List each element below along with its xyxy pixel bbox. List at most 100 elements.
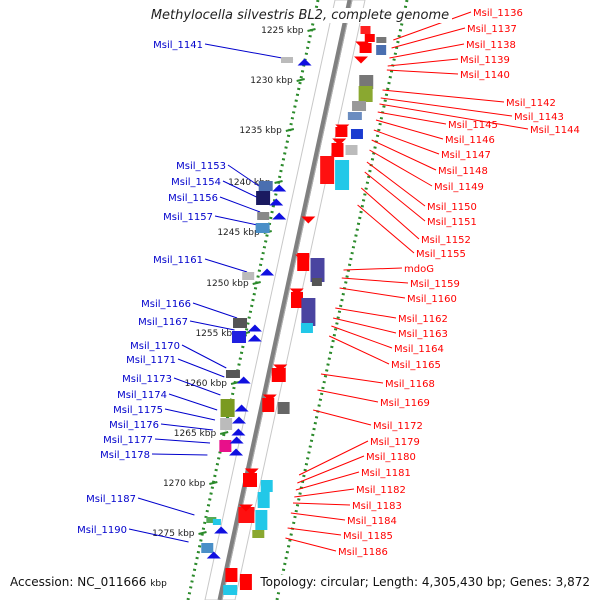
forward-gene-label[interactable]: Msil_1161 — [153, 255, 203, 266]
reverse-gene-feature — [352, 101, 367, 111]
reverse-gene-label[interactable]: Msil_1144 — [530, 125, 580, 136]
forward-gene-connector — [128, 528, 189, 543]
reverse-gene-arrow — [295, 254, 310, 262]
tick-label: 1260 kbp — [185, 379, 228, 389]
reverse-gene-connector — [317, 389, 379, 403]
reverse-gene-label[interactable]: Msil_1168 — [385, 379, 435, 390]
reverse-gene-feature — [271, 368, 286, 382]
tick-mark — [307, 28, 316, 32]
reverse-gene-label[interactable]: Msil_1164 — [394, 344, 444, 355]
forward-gene-label[interactable]: Msil_1166 — [141, 299, 191, 310]
reverse-gene-connector — [386, 69, 459, 75]
forward-gene-label[interactable]: Msil_1175 — [113, 405, 163, 416]
forward-gene-arrow — [247, 324, 262, 332]
forward-gene-label[interactable]: Msil_1141 — [153, 40, 203, 51]
reverse-gene-label[interactable]: Msil_1184 — [347, 516, 397, 527]
forward-gene-arrow — [247, 334, 262, 342]
reverse-gene-label[interactable]: Msil_1165 — [391, 360, 441, 371]
reverse-gene-label[interactable]: Msil_1145 — [448, 120, 498, 131]
reverse-gene-feature — [223, 585, 238, 595]
reverse-gene-connector — [380, 97, 513, 117]
tick-mark — [230, 381, 240, 385]
reverse-gene-connector — [287, 527, 342, 536]
reverse-gene-label[interactable]: Msil_1138 — [466, 40, 516, 51]
reverse-gene-label[interactable]: Msil_1181 — [361, 468, 411, 479]
reverse-gene-label[interactable]: Msil_1150 — [427, 202, 477, 213]
forward-gene-label[interactable]: Msil_1173 — [122, 374, 172, 385]
reverse-gene-label[interactable]: Msil_1159 — [410, 279, 460, 290]
reverse-gene-connector — [387, 58, 459, 67]
reverse-gene-connector — [382, 89, 505, 103]
reverse-gene-connector — [285, 537, 337, 552]
tick-mark — [274, 180, 283, 184]
reverse-gene-feature — [243, 473, 257, 487]
reverse-gene-label[interactable]: Msil_1147 — [441, 150, 491, 161]
tick-label: 1265 kbp — [174, 429, 217, 439]
forward-gene-arrow — [236, 376, 251, 384]
forward-gene-label[interactable]: Msil_1190 — [77, 525, 127, 536]
forward-gene-label[interactable]: Msil_1178 — [100, 450, 150, 461]
reverse-gene-label[interactable]: Msil_1163 — [398, 329, 448, 340]
forward-gene-arrow — [297, 58, 312, 66]
reverse-gene-label[interactable]: Msil_1139 — [460, 55, 510, 66]
reverse-gene-label[interactable]: Msil_1155 — [416, 249, 466, 260]
forward-gene-label[interactable]: Msil_1187 — [86, 494, 136, 505]
forward-gene-label[interactable]: Msil_1153 — [176, 161, 226, 172]
reverse-gene-arrow — [335, 124, 350, 132]
reverse-gene-feature — [225, 568, 238, 582]
reverse-gene-label[interactable]: Msil_1180 — [366, 452, 416, 463]
forward-gene-arrow — [229, 448, 244, 456]
reverse-gene-connector — [295, 471, 360, 491]
tick-label: 1235 kbp — [239, 126, 282, 136]
forward-gene-label[interactable]: Msil_1176 — [109, 420, 159, 431]
reverse-gene-label[interactable]: Msil_1179 — [370, 437, 420, 448]
reverse-gene-feature — [359, 43, 372, 53]
reverse-gene-connector — [360, 187, 420, 240]
reverse-gene-label[interactable]: Msil_1183 — [352, 501, 402, 512]
reverse-gene-label[interactable]: Msil_1142 — [506, 98, 556, 109]
backbone-highlight — [221, 0, 353, 600]
forward-gene-feature — [219, 440, 232, 452]
reverse-gene-feature — [345, 145, 358, 155]
forward-gene-label[interactable]: Msil_1156 — [168, 193, 218, 204]
forward-gene-label[interactable]: Msil_1157 — [163, 212, 213, 223]
forward-gene-feature — [231, 331, 246, 343]
reverse-gene-label[interactable]: Msil_1149 — [434, 182, 484, 193]
reverse-gene-label[interactable]: Msil_1151 — [427, 217, 477, 228]
reverse-gene-label[interactable]: Msil_1136 — [473, 8, 523, 19]
reverse-gene-label[interactable]: Msil_1146 — [445, 135, 495, 146]
reverse-gene-arrow — [332, 138, 347, 146]
forward-gene-arrow — [231, 428, 246, 436]
forward-gene-label[interactable]: Msil_1154 — [171, 177, 221, 188]
reverse-gene-label[interactable]: Msil_1140 — [460, 70, 510, 81]
forward-gene-label[interactable]: Msil_1177 — [103, 435, 153, 446]
reverse-gene-feature — [335, 160, 350, 190]
reverse-gene-feature — [358, 86, 373, 102]
reverse-gene-label[interactable]: Msil_1160 — [407, 294, 457, 305]
reverse-gene-feature — [364, 34, 375, 42]
reverse-gene-label[interactable]: Msil_1182 — [356, 485, 406, 496]
forward-gene-label[interactable]: Msil_1167 — [138, 317, 188, 328]
forward-gene-label[interactable]: Msil_1170 — [130, 341, 180, 352]
tick-label: 1255 kbp — [195, 329, 238, 339]
forward-gene-arrow — [229, 436, 244, 444]
reverse-gene-label[interactable]: Msil_1172 — [373, 421, 423, 432]
reverse-gene-label[interactable]: Msil_1162 — [398, 314, 448, 325]
reverse-gene-label[interactable]: Msil_1169 — [380, 398, 430, 409]
forward-gene-feature — [281, 57, 293, 63]
reverse-gene-label[interactable]: Msil_1137 — [467, 24, 517, 35]
reverse-gene-label[interactable]: Msil_1143 — [514, 112, 564, 123]
reverse-gene-connector — [294, 488, 355, 498]
forward-gene-connector — [168, 393, 218, 411]
tick-mark — [285, 128, 295, 132]
forward-gene-label[interactable]: Msil_1174 — [117, 390, 167, 401]
forward-gene-connector — [181, 344, 227, 369]
forward-gene-label[interactable]: Msil_1171 — [126, 355, 176, 366]
reverse-gene-feature — [255, 510, 268, 530]
reverse-gene-label[interactable]: Msil_1186 — [338, 547, 388, 558]
reverse-gene-label[interactable]: Msil_1185 — [343, 531, 393, 542]
reverse-gene-label[interactable]: Msil_1148 — [438, 166, 488, 177]
reverse-gene-feature — [277, 402, 290, 414]
reverse-gene-label[interactable]: mdoG — [404, 264, 434, 275]
reverse-gene-label[interactable]: Msil_1152 — [421, 235, 471, 246]
